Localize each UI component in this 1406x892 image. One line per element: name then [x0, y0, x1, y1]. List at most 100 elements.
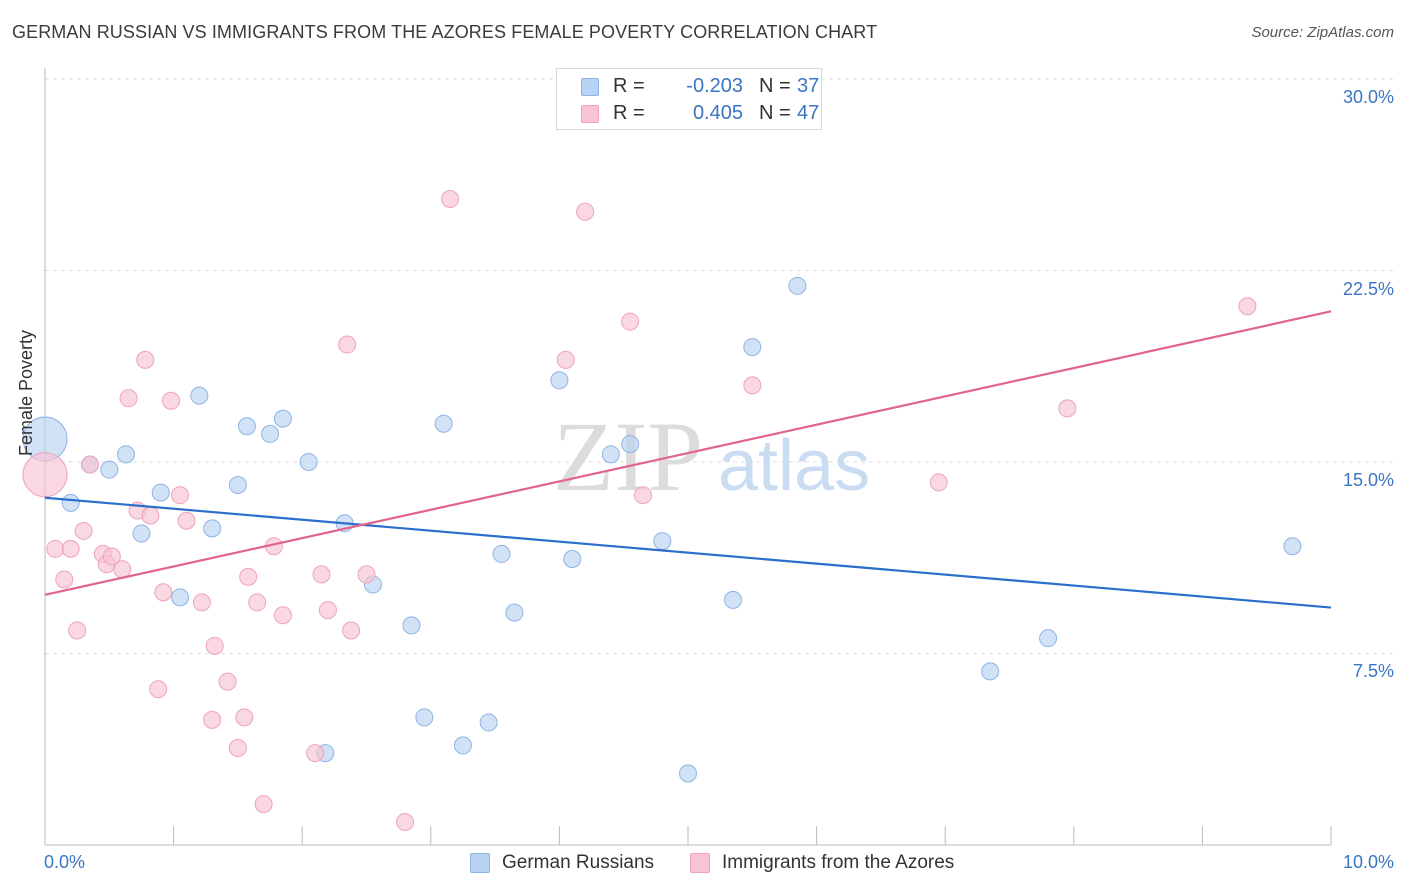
german-russian-point — [228, 475, 247, 494]
german-russian-point — [788, 276, 807, 295]
azores-point — [22, 452, 68, 498]
data-points — [22, 190, 1302, 832]
german-russian-point — [621, 435, 640, 454]
azores-point — [55, 570, 74, 589]
azores-point — [254, 795, 273, 814]
german-russian-point — [492, 544, 511, 563]
x-tick-label-right: 10.0% — [1342, 852, 1394, 872]
azores-trend-line — [44, 310, 1332, 596]
german-russian-point — [402, 616, 421, 635]
chart-title: GERMAN RUSSIAN VS IMMIGRANTS FROM THE AZ… — [12, 22, 878, 42]
azores-point — [318, 601, 337, 620]
german-russian-point — [415, 708, 434, 727]
german-russian-point — [601, 445, 620, 464]
bottom-legend-label: German Russians — [502, 852, 655, 873]
azores-point — [556, 350, 575, 369]
y-tick-label: 22.5% — [1342, 279, 1394, 299]
y-tick-label: 15.0% — [1342, 470, 1394, 490]
german-russian-point — [653, 532, 672, 551]
azores-point — [235, 708, 254, 727]
german-russian-point — [261, 424, 280, 443]
bottom-legend-swatch-blue — [470, 853, 490, 873]
trend-lines — [44, 310, 1332, 609]
legend-n-value: 37 — [797, 75, 820, 97]
bottom-legend-label: Immigrants from the Azores — [722, 852, 955, 873]
legend-r-label: R = — [613, 102, 645, 124]
german-russian-point — [100, 460, 119, 479]
german-russian-point — [505, 603, 524, 622]
azores-point — [203, 710, 222, 729]
azores-point — [46, 539, 65, 558]
azores-point — [218, 672, 237, 691]
watermark-atlas: atlas — [718, 426, 870, 506]
y-tick-label: 7.5% — [1352, 661, 1394, 681]
azores-point — [1058, 399, 1077, 418]
german-russian-point — [1283, 537, 1302, 556]
german-russian-point — [981, 662, 1000, 681]
german-russian-point — [724, 590, 743, 609]
azores-point — [441, 190, 460, 209]
azores-point — [357, 565, 376, 584]
azores-point — [621, 312, 640, 331]
azores-point — [576, 202, 595, 221]
legend-n-label: N = — [759, 75, 791, 97]
azores-point — [61, 539, 80, 558]
german-russian-point — [299, 453, 318, 471]
azores-point — [228, 738, 247, 757]
azores-point — [113, 560, 132, 579]
azores-point — [342, 621, 361, 640]
legend-n-value: 47 — [797, 102, 820, 124]
azores-point — [177, 511, 196, 530]
bottom-legend-swatch-pink — [690, 853, 710, 873]
legend-swatch-blue — [581, 78, 599, 96]
azores-point — [205, 636, 224, 655]
german-russian-point — [563, 550, 582, 569]
german-russian-point — [190, 386, 209, 405]
german-russian-point — [61, 493, 80, 512]
legend-swatch-pink — [581, 105, 599, 123]
azores-point — [149, 680, 168, 699]
azores-point — [929, 473, 948, 492]
source-label: Source: ZipAtlas.com — [1251, 24, 1394, 41]
german-russian-point — [151, 483, 170, 502]
azores-point — [192, 593, 211, 612]
azores-point — [74, 521, 93, 540]
german-russian-point — [679, 764, 697, 783]
legend-r-value: 0.405 — [692, 102, 743, 124]
german-russian-point — [743, 338, 762, 357]
y-axis-label: Female Poverty — [16, 329, 36, 456]
azores-point — [273, 606, 292, 625]
azores-point — [119, 389, 138, 408]
legend-n-label: N = — [759, 102, 791, 124]
y-tick-label: 30.0% — [1342, 87, 1394, 107]
german-russian-point — [1039, 629, 1058, 648]
watermark: ZIP atlas — [553, 401, 870, 512]
x-tick-label-left: 0.0% — [44, 852, 86, 872]
german-russian-point — [479, 713, 498, 732]
azores-point — [743, 376, 762, 395]
german-russian-point — [273, 409, 292, 428]
legend-r-label: R = — [613, 75, 645, 97]
azores-point — [248, 593, 267, 612]
german-russian-point — [117, 445, 136, 464]
azores-point — [338, 335, 357, 354]
german-russian-point — [550, 371, 569, 390]
azores-point — [396, 813, 415, 832]
german-russian-point — [434, 414, 453, 433]
azores-point — [171, 486, 190, 505]
azores-point — [68, 621, 87, 640]
azores-point — [239, 567, 258, 586]
grid — [45, 78, 1394, 654]
azores-point — [306, 744, 325, 763]
azores-point — [633, 486, 652, 505]
german-russian-point — [171, 588, 190, 607]
german-russian-trend-line — [44, 496, 1332, 609]
german-russian-point — [453, 736, 472, 755]
german-russian-point — [203, 519, 222, 538]
azores-point — [141, 506, 160, 525]
azores-point — [1238, 297, 1257, 316]
german-russian-point — [237, 417, 256, 436]
watermark-zip: ZIP — [553, 401, 703, 512]
azores-point — [81, 455, 100, 474]
legend-r-value: -0.203 — [686, 75, 743, 97]
